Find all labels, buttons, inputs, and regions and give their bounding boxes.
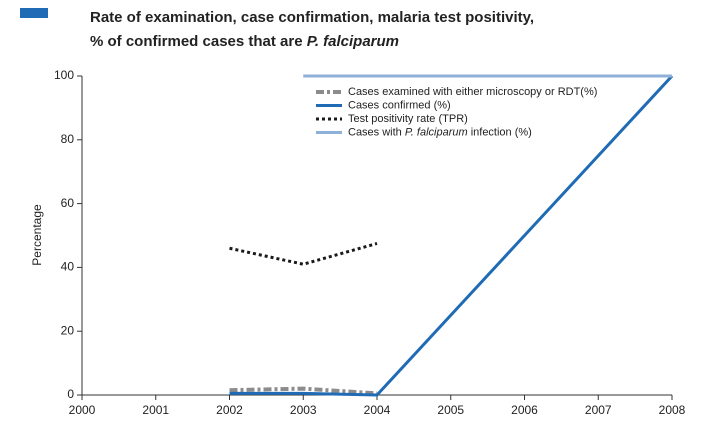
x-tick-label: 2007: [585, 403, 612, 417]
x-tick-label: 2003: [290, 403, 317, 417]
x-tick-label: 2000: [69, 403, 96, 417]
x-tick-label: 2006: [511, 403, 538, 417]
title-part: % of confirmed cases that are: [90, 33, 307, 50]
y-tick-label: 20: [61, 323, 75, 337]
y-tick-label: 40: [61, 260, 75, 274]
series-line: [229, 242, 378, 266]
y-tick-label: 100: [54, 68, 74, 82]
y-axis-label: Percentage: [30, 204, 44, 266]
legend-label: Cases examined with either microscopy or…: [348, 86, 597, 98]
y-tick-label: 60: [61, 196, 75, 210]
legend-label-part: Cases confirmed (%): [348, 99, 451, 111]
legend-label-part: Test positivity rate (TPR): [348, 113, 468, 125]
title-part: P. falciparum: [307, 33, 399, 50]
x-tick-label: 2002: [216, 403, 243, 417]
y-tick-label: 80: [61, 132, 75, 146]
x-tick-label: 2004: [364, 403, 391, 417]
x-tick-label: 2005: [437, 403, 464, 417]
series-line: [229, 386, 378, 396]
legend-label: Test positivity rate (TPR): [348, 113, 468, 125]
legend-label: Cases with P. falciparum infection (%): [348, 126, 532, 138]
y-tick-label: 0: [67, 387, 74, 401]
legend-label-part: Cases with: [348, 126, 405, 138]
legend-label-part: Cases examined with either microscopy or…: [348, 86, 597, 98]
series-line: [229, 74, 674, 397]
title-icon: [20, 8, 48, 18]
legend-label-part: infection (%): [468, 126, 532, 138]
chart-title: Rate of examination, case confirmation, …: [90, 9, 534, 26]
legend-label: Cases confirmed (%): [348, 99, 451, 111]
x-tick-label: 2001: [142, 403, 169, 417]
chart-title: % of confirmed cases that are P. falcipa…: [90, 33, 399, 50]
x-tick-label: 2008: [659, 403, 686, 417]
legend-label-part: P. falciparum: [405, 126, 468, 138]
